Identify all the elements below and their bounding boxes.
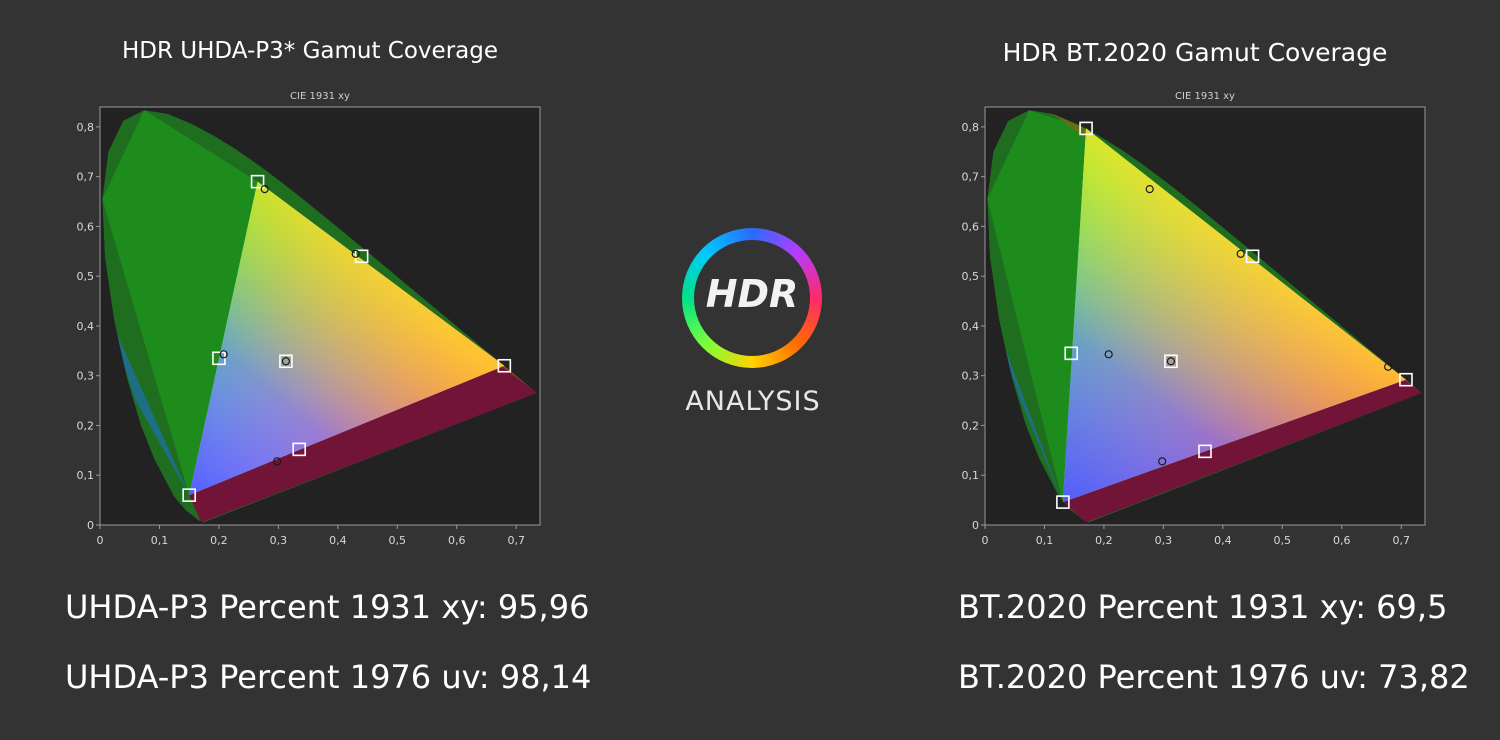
- cie-chart-uhda-p3: CIE 1931 xy 0 0,1 0,2 0,3 0,4 0,5 0,6 0,7 0 0,1 0,2…: [77, 91, 541, 547]
- chart-title: HDR BT.2020 Gamut Coverage: [1002, 38, 1388, 67]
- x-tick-label: 0,6: [448, 534, 466, 547]
- y-tick-label: 0,5: [77, 270, 95, 283]
- y-tick-label: 0: [87, 519, 94, 532]
- x-tick-label: 0,3: [1155, 534, 1173, 547]
- y-tick-label: 0,4: [77, 320, 95, 333]
- x-tick-label: 0,3: [270, 534, 288, 547]
- y-tick-label: 0,7: [962, 171, 980, 184]
- x-tick-label: 0,1: [151, 534, 169, 547]
- y-tick-label: 0,3: [77, 370, 95, 383]
- measured-point: [1236, 249, 1245, 258]
- y-tick-label: 0,1: [962, 469, 980, 482]
- x-tick-label: 0,4: [329, 534, 347, 547]
- x-tick-label: 0,6: [1333, 534, 1351, 547]
- y-tick-label: 0,5: [962, 270, 980, 283]
- measured-point: [1166, 357, 1176, 366]
- x-tick-label: 0,2: [210, 534, 228, 547]
- x-tick-label: 0,4: [1214, 534, 1232, 547]
- y-tick-label: 0,6: [962, 220, 980, 233]
- measured-point: [273, 457, 282, 466]
- target-point: [292, 442, 306, 457]
- y-tick-label: 0,6: [77, 220, 95, 233]
- chart-subtitle: CIE 1931 xy: [1175, 91, 1235, 102]
- logo-ring-icon: [682, 228, 822, 368]
- target-point: [1245, 249, 1260, 264]
- stat-1931-xy: UHDA-P3 Percent 1931 xy: 95,96: [65, 588, 590, 626]
- x-tick-label: 0: [982, 534, 989, 547]
- measured-point: [351, 249, 360, 258]
- logo-word: HDR: [705, 272, 799, 316]
- chart-panel-uhda-p3: HDR UHDA-P3* Gamut Coverage CIE 1931 xy 0…: [60, 0, 620, 740]
- y-tick-label: 0,2: [962, 419, 980, 432]
- hdr-analysis-logo: HDR ANALYSIS: [680, 228, 825, 428]
- x-tick-label: 0: [97, 534, 104, 547]
- target-point: [354, 249, 369, 264]
- target-point: [1064, 346, 1079, 361]
- y-tick-label: 0,7: [77, 171, 95, 184]
- x-tick-label: 0,2: [1095, 534, 1113, 547]
- logo-subtitle: ANALYSIS: [685, 386, 821, 417]
- gamut-triangle: [1062, 128, 1406, 503]
- x-tick-label: 0,1: [1036, 534, 1054, 547]
- y-tick-label: 0,8: [962, 121, 980, 134]
- measured-point: [1145, 185, 1154, 194]
- chart-panel-bt2020: HDR BT.2020 Gamut Coverage CIE 1931 xy 0 0…: [945, 0, 1500, 740]
- target-point: [1198, 444, 1212, 459]
- x-tick-label: 0,7: [1392, 534, 1410, 547]
- measured-point: [260, 185, 269, 194]
- target-point: [497, 358, 512, 373]
- y-tick-label: 0,4: [962, 320, 980, 333]
- target-point: [1164, 354, 1178, 369]
- target-point: [212, 351, 226, 366]
- x-tick-label: 0,5: [389, 534, 407, 547]
- chart-subtitle: CIE 1931 xy: [290, 91, 350, 102]
- target-point: [182, 488, 196, 502]
- measured-point: [1158, 457, 1167, 466]
- measured-point: [1384, 362, 1393, 371]
- y-tick-label: 0,2: [77, 419, 95, 432]
- y-tick-label: 0: [972, 519, 979, 532]
- stat-1931-xy: BT.2020 Percent 1931 xy: 69,5: [958, 588, 1448, 626]
- y-tick-label: 0,8: [77, 121, 95, 134]
- y-tick-label: 0,3: [962, 370, 980, 383]
- target-point: [279, 354, 293, 369]
- target-point: [1079, 121, 1093, 136]
- x-tick-label: 0,7: [507, 534, 524, 547]
- stat-1976-uv: UHDA-P3 Percent 1976 uv: 98,14: [65, 658, 592, 696]
- x-tick-label: 0,5: [1274, 534, 1292, 547]
- measured-point: [219, 350, 228, 359]
- measured-point: [281, 357, 291, 366]
- stat-1976-uv: BT.2020 Percent 1976 uv: 73,82: [958, 658, 1470, 696]
- target-point: [250, 174, 265, 189]
- target-point: [1056, 495, 1070, 509]
- cie-chart-bt2020: CIE 1931 xy 0 0,1 0,2 0,3 0,4 0,5 0,6 0,7 0 0,1 0,2…: [962, 91, 1426, 547]
- gamut-triangle: [189, 181, 505, 496]
- y-tick-label: 0,1: [77, 469, 95, 482]
- target-point: [1399, 372, 1413, 387]
- measured-point: [1104, 350, 1113, 359]
- chart-title: HDR UHDA-P3* Gamut Coverage: [122, 38, 498, 64]
